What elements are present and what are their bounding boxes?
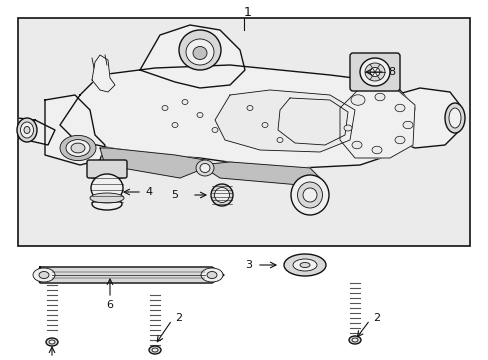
- Ellipse shape: [197, 112, 203, 117]
- Ellipse shape: [350, 95, 364, 105]
- Ellipse shape: [448, 108, 460, 128]
- Bar: [18, 18, 469, 246]
- Ellipse shape: [60, 135, 96, 161]
- Ellipse shape: [276, 138, 283, 143]
- Polygon shape: [45, 95, 105, 165]
- Text: 6: 6: [106, 300, 113, 310]
- Polygon shape: [92, 55, 115, 92]
- Ellipse shape: [24, 126, 30, 134]
- Text: 2: 2: [372, 313, 379, 323]
- Ellipse shape: [284, 254, 325, 276]
- Polygon shape: [215, 90, 354, 152]
- Ellipse shape: [359, 58, 389, 86]
- Ellipse shape: [196, 160, 214, 176]
- FancyBboxPatch shape: [349, 53, 399, 91]
- Ellipse shape: [182, 99, 187, 104]
- Ellipse shape: [17, 118, 37, 142]
- Ellipse shape: [91, 174, 123, 202]
- Ellipse shape: [369, 68, 379, 77]
- Polygon shape: [140, 25, 244, 88]
- Ellipse shape: [206, 271, 217, 279]
- Ellipse shape: [33, 268, 55, 282]
- Ellipse shape: [299, 262, 309, 267]
- Ellipse shape: [351, 338, 357, 342]
- Ellipse shape: [66, 140, 90, 156]
- Ellipse shape: [290, 175, 328, 215]
- Polygon shape: [394, 88, 459, 148]
- Polygon shape: [18, 118, 55, 145]
- Ellipse shape: [444, 103, 464, 133]
- FancyBboxPatch shape: [87, 160, 127, 178]
- Polygon shape: [278, 98, 347, 145]
- Polygon shape: [100, 148, 204, 178]
- Ellipse shape: [364, 63, 384, 81]
- Text: 3: 3: [244, 260, 251, 270]
- Ellipse shape: [200, 163, 209, 172]
- Ellipse shape: [210, 184, 232, 206]
- Ellipse shape: [193, 46, 206, 59]
- Polygon shape: [200, 162, 319, 185]
- Ellipse shape: [162, 105, 168, 111]
- Ellipse shape: [394, 104, 404, 112]
- Ellipse shape: [92, 198, 122, 210]
- Ellipse shape: [371, 146, 381, 154]
- Polygon shape: [60, 65, 414, 168]
- Text: 4: 4: [145, 187, 152, 197]
- Ellipse shape: [49, 340, 55, 344]
- Text: 2: 2: [175, 313, 182, 323]
- Ellipse shape: [343, 125, 351, 131]
- Ellipse shape: [394, 136, 404, 144]
- Ellipse shape: [185, 39, 214, 65]
- Ellipse shape: [71, 143, 85, 153]
- Ellipse shape: [303, 188, 316, 202]
- Ellipse shape: [351, 141, 361, 149]
- Text: 1: 1: [244, 5, 251, 18]
- Ellipse shape: [292, 259, 316, 271]
- Text: 5: 5: [171, 190, 178, 200]
- Ellipse shape: [46, 338, 58, 346]
- Ellipse shape: [262, 122, 267, 127]
- Ellipse shape: [212, 127, 218, 132]
- Ellipse shape: [402, 121, 412, 129]
- Ellipse shape: [214, 188, 229, 202]
- Ellipse shape: [201, 268, 223, 282]
- Polygon shape: [339, 88, 414, 158]
- Ellipse shape: [246, 105, 252, 111]
- Ellipse shape: [172, 122, 178, 127]
- Ellipse shape: [39, 271, 49, 279]
- Ellipse shape: [152, 348, 158, 352]
- Ellipse shape: [348, 336, 360, 344]
- Ellipse shape: [20, 122, 34, 138]
- Text: 8: 8: [387, 67, 394, 77]
- Polygon shape: [36, 267, 224, 283]
- Ellipse shape: [374, 93, 384, 101]
- Ellipse shape: [149, 346, 161, 354]
- Ellipse shape: [179, 30, 221, 70]
- Ellipse shape: [297, 182, 322, 208]
- Ellipse shape: [90, 193, 124, 203]
